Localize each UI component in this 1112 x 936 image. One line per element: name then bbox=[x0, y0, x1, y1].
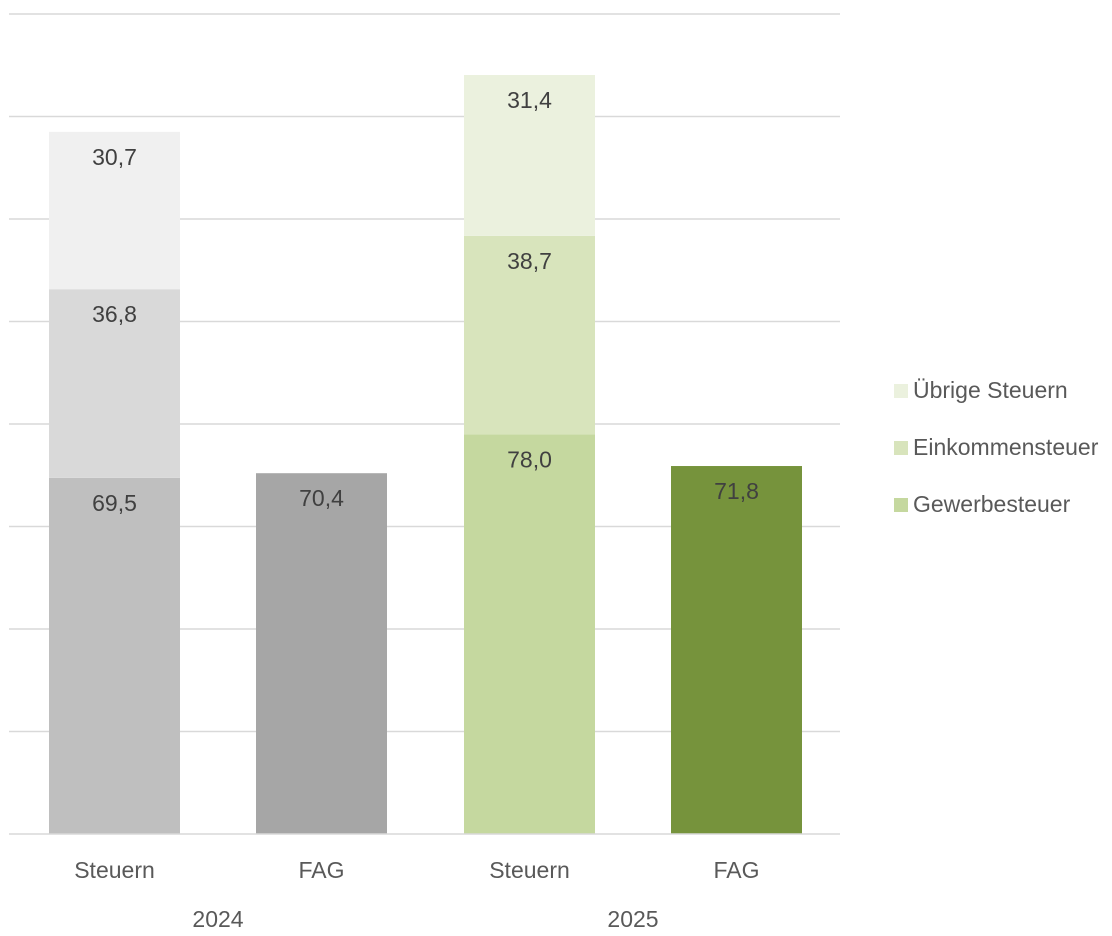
bar-segment-0-1 bbox=[49, 289, 180, 478]
legend-item-einkommensteuer: Einkommensteuer bbox=[894, 433, 1108, 462]
legend-swatch-gewerbesteuer bbox=[894, 497, 908, 512]
category-label: FAG bbox=[298, 857, 344, 883]
legend-item-uebrige-steuern: Übrige Steuern bbox=[894, 376, 1108, 405]
category-label: Steuern bbox=[489, 857, 570, 883]
legend-swatch-einkommensteuer bbox=[894, 440, 908, 455]
bar-segment-2-0 bbox=[464, 434, 595, 834]
legend-label-uebrige-steuern: Übrige Steuern bbox=[913, 377, 1068, 403]
data-label: 30,7 bbox=[92, 144, 137, 170]
legend-label-einkommensteuer: Einkommensteuer bbox=[913, 434, 1099, 460]
legend-label-gewerbesteuer: Gewerbesteuer bbox=[913, 491, 1071, 517]
data-label: 36,8 bbox=[92, 301, 137, 327]
data-label: 70,4 bbox=[299, 485, 344, 511]
legend-swatch-uebrige-steuern bbox=[894, 383, 908, 398]
data-label: 31,4 bbox=[507, 87, 552, 113]
bar-segment-0-0 bbox=[49, 477, 180, 834]
bar-segment-3-0 bbox=[671, 466, 802, 834]
group-label: 2025 bbox=[607, 906, 658, 932]
bar-segment-0-2 bbox=[49, 131, 180, 290]
category-label: FAG bbox=[713, 857, 759, 883]
data-label: 78,0 bbox=[507, 446, 552, 472]
bar-segment-2-1 bbox=[464, 235, 595, 435]
data-label: 38,7 bbox=[507, 248, 552, 274]
legend-item-gewerbesteuer: Gewerbesteuer bbox=[894, 490, 1108, 519]
bar-segment-2-2 bbox=[464, 74, 595, 236]
category-label: Steuern bbox=[74, 857, 155, 883]
group-label: 2024 bbox=[192, 906, 243, 932]
data-label: 71,8 bbox=[714, 478, 759, 504]
data-label: 69,5 bbox=[92, 490, 137, 516]
bar-segment-1-0 bbox=[256, 473, 387, 834]
chart-legend: Übrige Steuern Einkommensteuer Gewerbest… bbox=[894, 376, 1108, 547]
